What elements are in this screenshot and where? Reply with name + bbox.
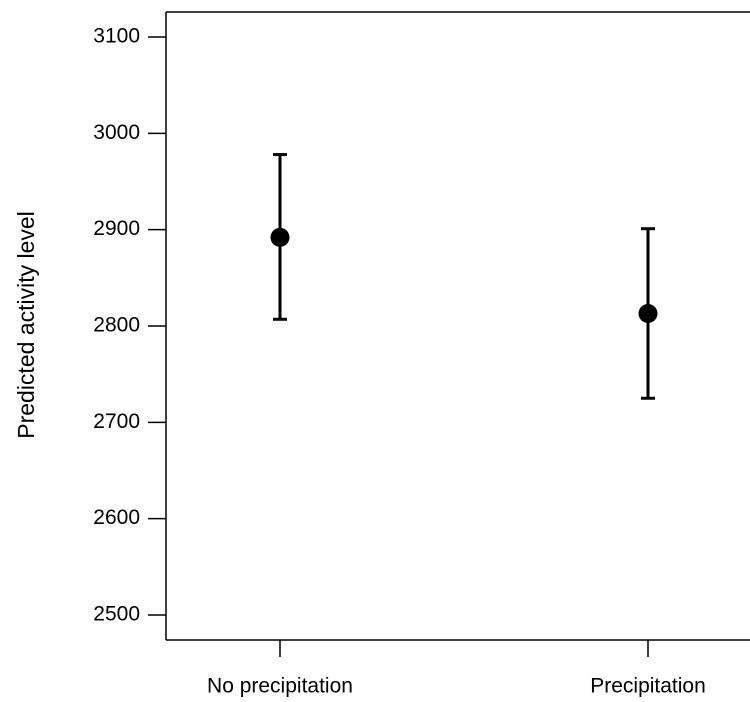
y-axis-label: Predicted activity level [13,211,39,439]
y-tick-label: 2800 [93,314,140,337]
x-tick-label: Precipitation [590,675,706,698]
y-tick-label: 3100 [93,25,140,48]
y-tick-label: 2700 [93,410,140,433]
point [638,303,658,323]
y-tick-label: 2600 [93,506,140,529]
point [270,227,290,247]
plot-frame [165,11,750,641]
y-tick-label: 2900 [93,217,140,240]
x-tick-label: No precipitation [207,675,353,698]
y-tick-label: 2500 [93,603,140,626]
y-tick-label: 3000 [93,121,140,144]
